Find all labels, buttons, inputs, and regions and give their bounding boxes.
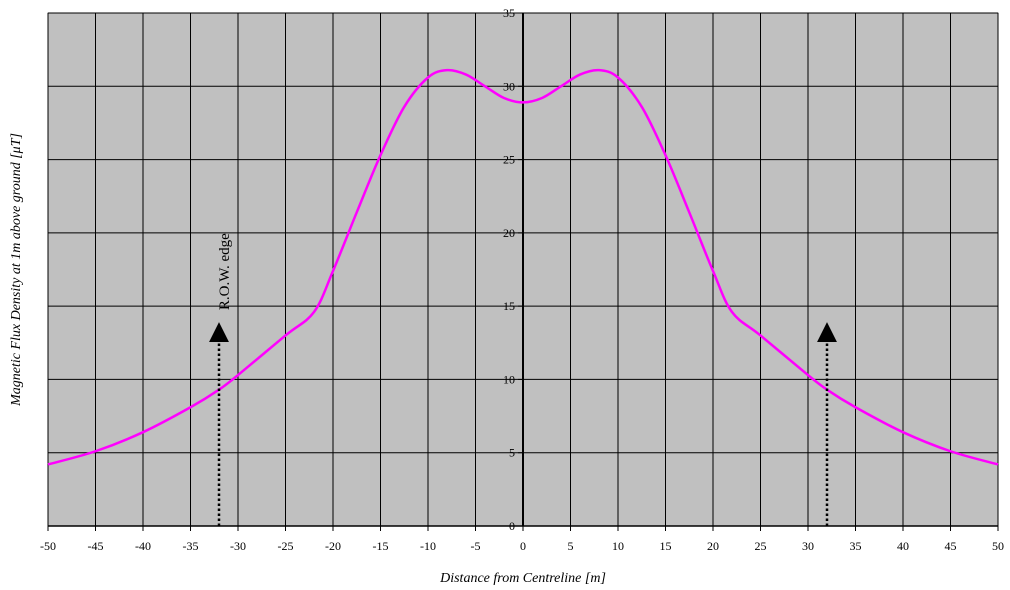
y-tick-label: 5 — [509, 446, 515, 460]
series-layer — [47, 68, 999, 466]
x-tick-label: 5 — [568, 539, 574, 553]
y-tick-label: 20 — [503, 226, 515, 240]
axes — [47, 12, 999, 531]
x-tick-label: -25 — [278, 539, 294, 553]
x-tick-label: -35 — [183, 539, 199, 553]
y-tick-label: 10 — [503, 372, 515, 386]
vertical-gridlines — [47, 13, 999, 526]
y-tick-labels: 0 5 10 15 20 25 30 35 — [503, 6, 515, 533]
x-tick-label: -20 — [325, 539, 341, 553]
x-tick-label: -30 — [230, 539, 246, 553]
x-tick-label: -5 — [471, 539, 481, 553]
x-tick-label: 10 — [612, 539, 624, 553]
x-axis-title: Distance from Centreline [m] — [439, 571, 606, 586]
y-tick-label: 30 — [503, 79, 515, 93]
y-tick-label: 35 — [503, 6, 515, 20]
y-axis-title: Magnetic Flux Density at 1m above ground… — [9, 133, 24, 407]
x-tick-label: 25 — [755, 539, 767, 553]
x-tick-label: 50 — [992, 539, 1004, 553]
x-tick-labels: -50 -45 -40 -35 -30 -25 -20 -15 -10 -5 0 5 10 15 20 25 3… — [40, 539, 1004, 553]
y-tick-label: 25 — [503, 153, 515, 167]
row-edge-label: R.O.W. edge — [217, 233, 233, 310]
x-tick-label: 20 — [707, 539, 719, 553]
x-tick-label: -10 — [420, 539, 436, 553]
y-tick-label: 0 — [509, 519, 515, 533]
x-tick-label: 45 — [945, 539, 957, 553]
x-tick-label: -15 — [373, 539, 389, 553]
x-tick-label: -50 — [40, 539, 56, 553]
x-tick-label: 30 — [802, 539, 814, 553]
x-tick-label: -45 — [88, 539, 104, 553]
y-tick-label: 15 — [503, 299, 515, 313]
x-tick-label: -40 — [135, 539, 151, 553]
x-tick-label: 0 — [520, 539, 526, 553]
flux-density-curve — [47, 68, 999, 466]
annotation-layer: R.O.W. edge — [209, 233, 837, 526]
x-tick-label: 15 — [660, 539, 672, 553]
x-tick-label: 35 — [850, 539, 862, 553]
x-tick-label: 40 — [897, 539, 909, 553]
